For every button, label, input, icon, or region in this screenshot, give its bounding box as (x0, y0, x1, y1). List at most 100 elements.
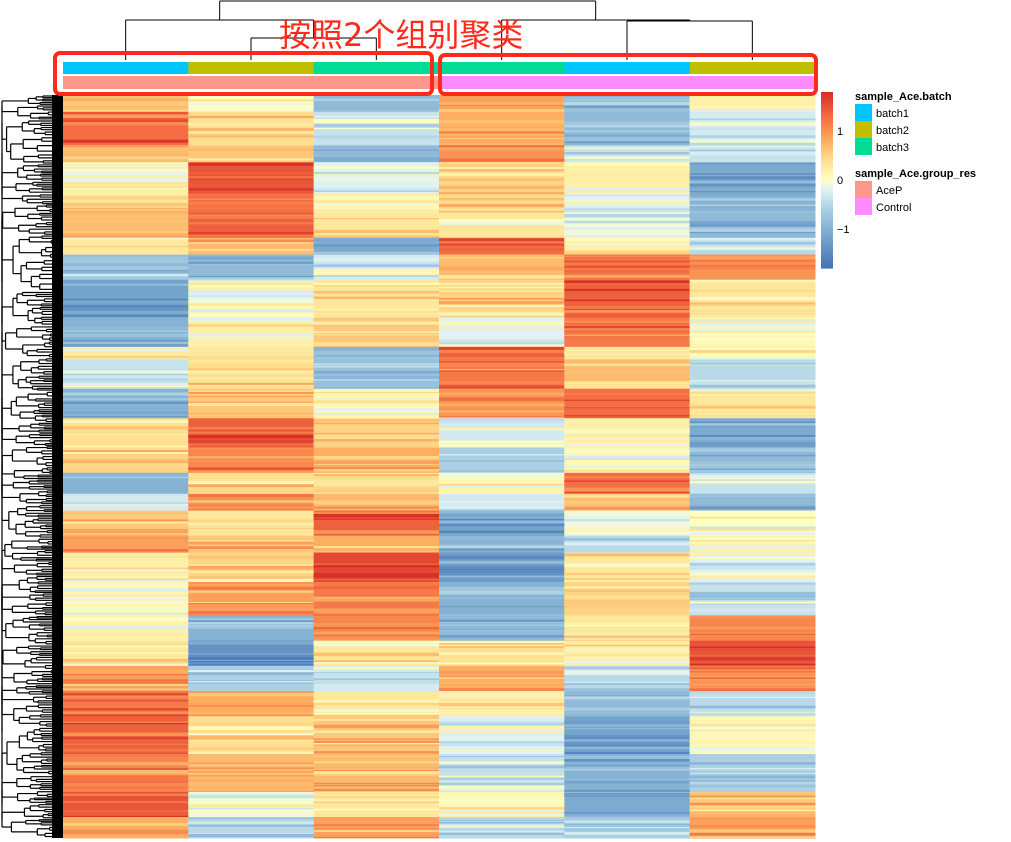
heatmap-stripe (689, 267, 816, 271)
heatmap-stripe (689, 802, 816, 806)
heatmap-stripe (689, 302, 816, 304)
heatmap-stripe (439, 822, 565, 825)
color-bar-segment (821, 160, 833, 163)
heatmap-stripe (439, 244, 565, 247)
heatmap-stripe (63, 300, 189, 304)
row-block (63, 817, 816, 839)
color-bar-segment (821, 140, 833, 143)
heatmap-stripe (188, 293, 315, 295)
heatmap-stripe (63, 433, 189, 435)
heatmap-stripe (564, 188, 691, 192)
heatmap-stripe (63, 448, 189, 451)
heatmap-stripe (564, 102, 691, 104)
heatmap-stripe (439, 163, 565, 167)
heatmap-stripe (439, 211, 565, 213)
heatmap-stripe (439, 474, 565, 476)
color-bar-segment (821, 254, 833, 257)
color-bar-segment (821, 142, 833, 145)
color-bar-segment (821, 116, 833, 119)
heatmap-stripe (689, 348, 816, 351)
heatmap-stripe (439, 593, 565, 596)
color-bar-segment (821, 112, 833, 115)
heatmap-stripe (313, 334, 440, 336)
heatmap-stripe (63, 355, 189, 359)
heatmap-stripe (689, 557, 816, 560)
heatmap-stripe (689, 405, 816, 409)
heatmap-stripe (188, 641, 315, 645)
heatmap-stripe (564, 455, 691, 459)
heatmap-stripe (188, 722, 315, 725)
color-bar-segment (821, 122, 833, 125)
heatmap-stripe (564, 727, 691, 730)
heatmap-stripe (564, 136, 691, 138)
heatmap-stripe (63, 314, 189, 317)
heatmap-stripe (439, 263, 565, 267)
heatmap-stripe (188, 654, 315, 658)
heatmap-stripe (313, 784, 440, 787)
heatmap-stripe (689, 615, 816, 619)
heatmap-stripe (564, 134, 691, 138)
heatmap-stripe (689, 762, 816, 765)
heatmap-stripe (63, 97, 189, 102)
color-bar-segment (821, 102, 833, 105)
heatmap-stripe (313, 419, 440, 422)
heatmap-stripe (564, 707, 691, 711)
heatmap-stripe (564, 632, 691, 635)
heatmap-stripe (564, 163, 691, 165)
heatmap-stripe (439, 197, 565, 201)
heatmap-stripe (564, 789, 691, 792)
heatmap-stripe (313, 171, 440, 175)
heatmap-stripe (439, 218, 565, 221)
heatmap-stripe (313, 715, 440, 717)
heatmap-stripe (63, 156, 189, 159)
color-bar-segment (821, 240, 833, 243)
heatmap-stripe (313, 192, 440, 196)
heatmap-stripe (63, 823, 189, 826)
heatmap-stripe (188, 288, 315, 291)
heatmap-stripe (689, 337, 816, 341)
heatmap-stripe (439, 628, 565, 632)
heatmap-stripe (439, 472, 565, 475)
heatmap-stripe (689, 666, 816, 670)
heatmap-stripe (564, 330, 691, 333)
color-bar-segment (821, 138, 833, 141)
heatmap-stripe (313, 623, 440, 627)
heatmap-stripe (188, 528, 315, 532)
row-block (63, 552, 816, 583)
heatmap-stripe (63, 536, 189, 539)
heatmap-stripe (564, 376, 691, 378)
heatmap-stripe (564, 214, 691, 218)
heatmap-stripe (63, 601, 189, 603)
heatmap-stripe (188, 545, 315, 547)
color-bar-segment (821, 172, 833, 175)
color-bar-segment (821, 130, 833, 133)
heatmap-stripe (439, 662, 565, 665)
heatmap-stripe (564, 490, 691, 493)
heatmap-stripe (564, 831, 691, 835)
heatmap-stripe (188, 804, 315, 808)
heatmap-stripe (63, 408, 189, 410)
heatmap-stripe (564, 463, 691, 466)
heatmap-stripe (689, 726, 816, 730)
heatmap-stripe (564, 381, 691, 385)
heatmap-stripe (313, 195, 440, 198)
heatmap-stripe (313, 218, 440, 221)
heatmap-stripe (188, 274, 315, 276)
heatmap-stripe (188, 131, 315, 135)
heatmap-stripe (313, 468, 440, 472)
heatmap-stripe (188, 118, 315, 122)
heatmap-stripe (564, 759, 691, 762)
heatmap-stripe (564, 236, 691, 238)
heatmap-stripe (564, 751, 691, 755)
heatmap-stripe (188, 621, 315, 625)
heatmap-stripe (439, 628, 565, 630)
heatmap-stripe (439, 461, 565, 463)
legend-swatch (855, 181, 872, 198)
heatmap-stripe (313, 201, 440, 203)
heatmap-stripe (313, 670, 440, 673)
heatmap-stripe (439, 444, 565, 448)
legend-label: batch2 (876, 125, 909, 137)
heatmap-stripe (689, 718, 816, 721)
color-bar-tick-label: 0 (837, 175, 843, 187)
heatmap-stripe (188, 336, 315, 339)
